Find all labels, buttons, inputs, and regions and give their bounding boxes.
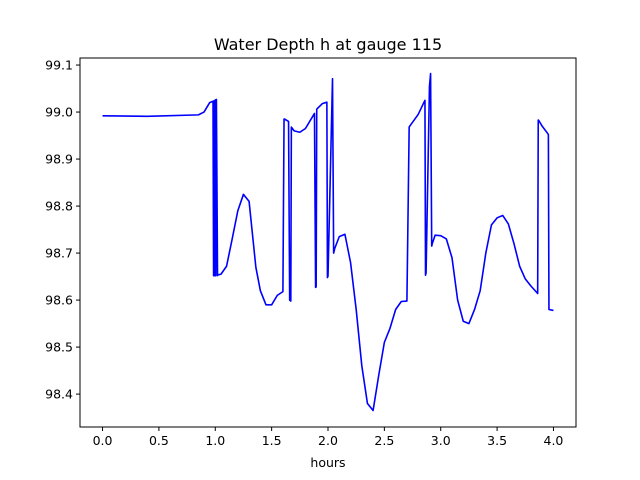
- x-tick-label: 0.5: [149, 433, 169, 448]
- x-tick-label: 2.5: [374, 433, 394, 448]
- series-layer: [102, 72, 554, 412]
- y-tick-label: 98.6: [45, 293, 73, 308]
- y-tick-label: 98.8: [45, 199, 73, 214]
- x-tick-label: 1.0: [205, 433, 225, 448]
- x-axis-ticks: 0.0 0.5 1.0 1.5 2.0 2.5 3.0 3.5 4.0: [93, 427, 564, 448]
- y-tick-label: 98.9: [45, 152, 73, 167]
- y-tick-label: 99.0: [45, 105, 73, 120]
- x-tick-label: 0.0: [93, 433, 113, 448]
- x-tick-label: 1.5: [262, 433, 282, 448]
- y-tick-label: 98.5: [45, 340, 73, 355]
- x-axis-label: hours: [310, 455, 345, 470]
- y-axis-ticks: 98.4 98.5 98.6 98.7 98.8 98.9 99.0 99.1: [45, 58, 80, 402]
- y-tick-label: 98.7: [45, 246, 73, 261]
- y-tick-label: 99.1: [45, 58, 73, 73]
- plot-frame: [79, 57, 577, 428]
- chart-title: Water Depth h at gauge 115: [214, 35, 442, 54]
- x-tick-label: 3.5: [487, 433, 507, 448]
- y-tick-label: 98.4: [45, 387, 73, 402]
- series-line: [102, 72, 554, 412]
- x-tick-label: 2.0: [318, 433, 338, 448]
- x-tick-label: 3.0: [431, 433, 451, 448]
- x-tick-label: 4.0: [544, 433, 564, 448]
